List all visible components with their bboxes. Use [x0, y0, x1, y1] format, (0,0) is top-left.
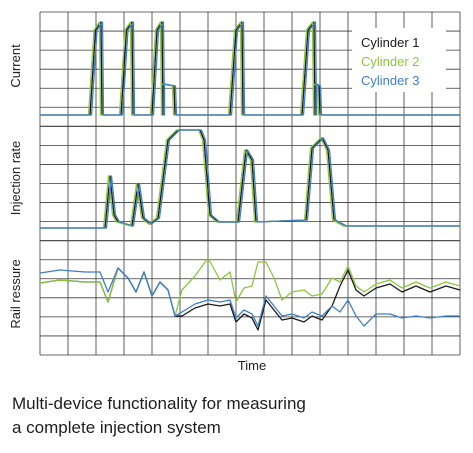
y-label-current: Current [8, 44, 23, 88]
legend-entry-cylinder-1: Cylinder 1 [361, 35, 420, 50]
current-trace-cylinder-3 [40, 21, 460, 116]
injection-rate-trace-cylinder-3 [40, 129, 460, 229]
injection-rate-trace-cylinder-1 [40, 129, 460, 229]
y-label-injection-rate: Injection rate [8, 141, 23, 215]
x-label: Time [238, 358, 266, 373]
legend-entry-cylinder-3: Cylinder 3 [361, 73, 420, 88]
caption-line-1: Multi-device functionality for measuring [12, 394, 306, 413]
legend-entry-cylinder-2: Cylinder 2 [361, 54, 420, 69]
injection-rate-trace-cylinder-2 [40, 129, 460, 229]
chart-svg: Current Injection rate Rail ressure Time… [8, 11, 461, 373]
legend: Cylinder 1 Cylinder 2 Cylinder 3 [352, 28, 446, 92]
rail-pressure-trace-cylinder-2 [39, 257, 461, 317]
rail-pressure-trace-cylinder-3 [39, 267, 460, 327]
grid [39, 11, 461, 356]
legend-box [352, 28, 446, 92]
caption: Multi-device functionality for measuring… [12, 392, 462, 440]
y-label-rail-pressure: Rail ressure [8, 259, 23, 328]
traces [39, 21, 461, 331]
rail-pressure-trace-cylinder-1 [39, 267, 461, 331]
caption-line-2: a complete injection system [12, 418, 221, 437]
